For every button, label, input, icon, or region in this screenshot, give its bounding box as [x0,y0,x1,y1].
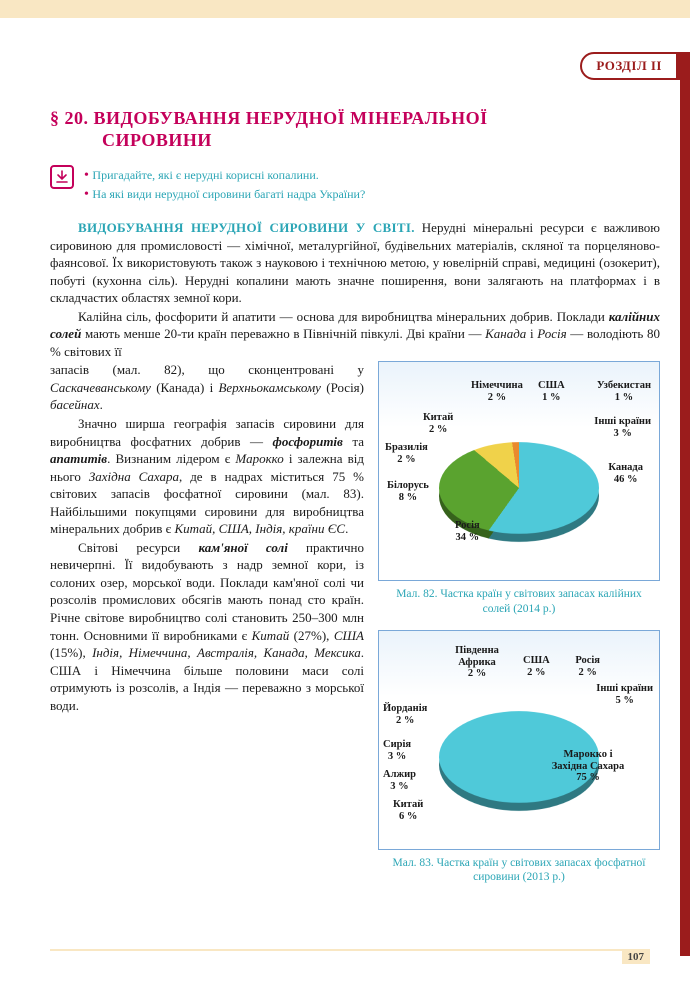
lbl-usa83: США2 % [523,655,550,678]
lbl-uzbek: Узбекистан1 % [597,380,651,403]
lbl-russia: Росія34 % [455,520,480,543]
section-tab: РОЗДІЛ ІІ [560,52,690,80]
footer: 107 [50,949,650,963]
chart-83-pie: Марокко іЗахідна Сахара75 % Китай6 % Алж… [383,641,655,841]
prompt-2: На які види нерудної сировини багаті над… [84,186,365,205]
lbl-algeria: Алжир3 % [383,769,416,792]
title-line2: СИРОВИНИ [50,130,212,150]
title-prefix: § 20. [50,108,89,128]
two-column-area: запасів (мал. 82), що сконцентровані у С… [50,361,660,899]
chart-83-caption: Мал. 83. Частка країн у світових запасах… [378,856,660,885]
chart-83: Марокко іЗахідна Сахара75 % Китай6 % Алж… [378,630,660,850]
lbl-china: Китай2 % [423,412,453,435]
section-tab-bg [678,52,690,80]
prompt-1: Пригадайте, які є нерудні корисні копали… [84,167,365,186]
lbl-canada: Канада46 % [608,462,643,485]
body-text: ВИДОБУВАННЯ НЕРУДНОЇ СИРОВИНИ У СВІТІ. Н… [50,219,660,899]
lbl-russia83: Росія2 % [575,655,600,678]
lbl-safrica: ПівденнаАфрика2 % [449,645,505,680]
lbl-belarus: Білорусь8 % [387,480,429,503]
page-title: § 20. ВИДОБУВАННЯ НЕРУДНОЇ МІНЕРАЛЬНОЇ С… [50,108,660,151]
lbl-other83: Інші країни5 % [596,683,653,706]
chart-82-caption: Мал. 82. Частка країн у світових запасах… [378,587,660,616]
page: РОЗДІЛ ІІ § 20. ВИДОБУВАННЯ НЕРУДНОЇ МІН… [0,0,690,989]
para-1: ВИДОБУВАННЯ НЕРУДНОЇ СИРОВИНИ У СВІТІ. Н… [50,219,660,307]
lbl-morocco: Марокко іЗахідна Сахара75 % [539,749,637,784]
title-line1: ВИДОБУВАННЯ НЕРУДНОЇ МІНЕРАЛЬНОЇ [94,108,488,128]
left-column: запасів (мал. 82), що сконцентровані у С… [50,361,364,899]
prompt-block: Пригадайте, які є нерудні корисні копали… [50,165,660,205]
lbl-brazil: Бразилія2 % [385,442,428,465]
para-4: Значно ширша географія запасів сировини … [50,415,364,538]
prompt-lines: Пригадайте, які є нерудні корисні копали… [84,165,365,205]
para-3: запасів (мал. 82), що сконцентровані у С… [50,361,364,414]
top-accent-bar [0,0,690,18]
lbl-germany: Німеччина2 % [471,380,523,403]
lbl-syria: Сирія3 % [383,739,411,762]
subheading: ВИДОБУВАННЯ НЕРУДНОЇ СИРОВИНИ У СВІТІ. [78,220,415,235]
section-tab-label: РОЗДІЛ ІІ [580,52,678,80]
chart-82: Канада46 % Росія34 % Білорусь8 % Бразилі… [378,361,660,581]
lbl-other: Інші країни3 % [594,416,651,439]
para-2: Калійна сіль, фосфорити й апатити — осно… [50,308,660,361]
page-number: 107 [622,950,651,965]
prompt-icon [50,165,74,189]
lbl-usa: США1 % [538,380,565,403]
right-column: Канада46 % Росія34 % Білорусь8 % Бразилі… [378,361,660,899]
lbl-jordan: Йорданія2 % [383,703,427,726]
para-5: Світові ресурси кам'яної солі практично … [50,539,364,714]
lbl-china83: Китай6 % [393,799,423,822]
side-red-strip [680,56,690,956]
chart-82-pie: Канада46 % Росія34 % Білорусь8 % Бразилі… [383,372,655,572]
